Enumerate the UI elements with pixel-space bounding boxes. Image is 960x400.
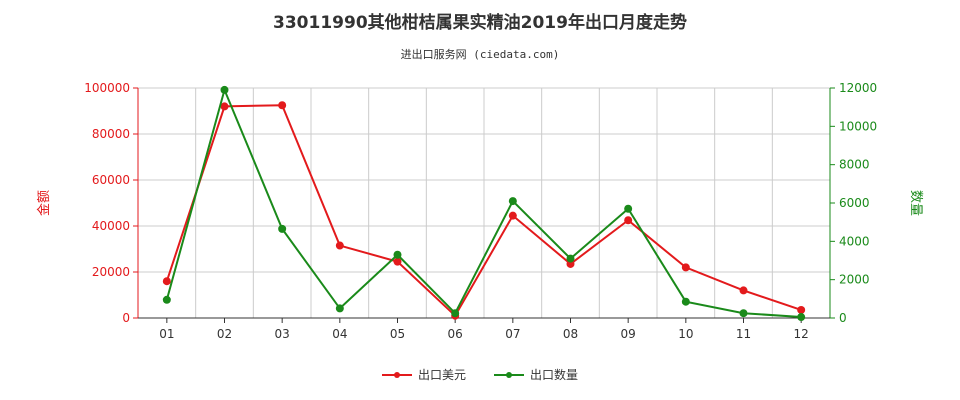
x-tick-label: 10 <box>678 327 693 341</box>
series-line-1 <box>165 86 802 319</box>
x-tick-label: 09 <box>621 327 636 341</box>
y-left-tick-label: 40000 <box>92 219 130 233</box>
axis-layer: 0 20000 40000 60000 80000 100000 0 2000 4000 6000… <box>36 81 923 341</box>
y-left-tick-label: 60000 <box>92 173 130 187</box>
y-right-tick-label: 10000 <box>839 119 877 133</box>
series-layer <box>162 85 806 322</box>
y-left-tick-label: 100000 <box>84 81 130 95</box>
series-point-1 <box>393 250 402 259</box>
x-tick-label: 03 <box>275 327 290 341</box>
y-right-tick-label: 6000 <box>839 196 870 210</box>
series-point-0 <box>393 257 402 266</box>
series-point-0 <box>162 277 171 286</box>
series-point-0 <box>220 102 229 111</box>
y-axis-right-title: 数量 <box>908 190 923 216</box>
x-tick-label: 01 <box>159 327 174 341</box>
x-tick-label: 02 <box>217 327 232 341</box>
series-point-1 <box>624 204 633 213</box>
series-point-1 <box>508 197 517 206</box>
series-point-1 <box>162 295 171 304</box>
series-point-0 <box>278 101 287 110</box>
legend-item-series-0[interactable]: 出口美元 <box>381 366 466 383</box>
x-tick-label: 07 <box>505 327 520 341</box>
y-axis-left-title: 金额 <box>36 190 52 216</box>
series-point-1 <box>335 304 344 313</box>
series-point-0 <box>681 263 690 272</box>
chart-subtitle: 进出口服务网 (ciedata.com) <box>400 48 560 61</box>
y-right-tick-label: 2000 <box>839 273 870 287</box>
series-point-0 <box>739 286 748 295</box>
series-point-0 <box>797 305 806 314</box>
y-right-tick-label: 8000 <box>839 158 870 172</box>
series-point-1 <box>278 224 287 233</box>
legend-item-series-1[interactable]: 出口数量 <box>494 366 578 383</box>
legend: 出口美元 出口数量 <box>0 366 960 383</box>
y-left-tick-label: 80000 <box>92 127 130 141</box>
y-right-tick-label: 12000 <box>839 81 877 95</box>
y-right-tick-label: 4000 <box>839 234 870 248</box>
legend-swatch-series-1 <box>494 371 524 378</box>
x-tick-label: 05 <box>390 327 405 341</box>
x-tick-label: 04 <box>332 327 347 341</box>
series-point-0 <box>624 216 633 225</box>
x-tick-label: 06 <box>448 327 463 341</box>
x-tick-label: 12 <box>794 327 809 341</box>
y-right-tick-label: 0 <box>839 311 847 325</box>
series-point-1 <box>566 254 575 263</box>
series-line-0 <box>165 104 802 318</box>
legend-swatch-series-0 <box>381 371 412 378</box>
series-point-1 <box>739 309 748 318</box>
series-point-0 <box>335 241 344 250</box>
y-left-tick-label: 0 <box>122 311 130 325</box>
series-point-1 <box>451 309 460 318</box>
x-tick-label: 08 <box>563 327 578 341</box>
series-point-1 <box>220 85 229 94</box>
x-tick-label: 11 <box>736 327 751 341</box>
y-left-tick-label: 20000 <box>92 265 130 279</box>
series-point-0 <box>508 211 517 220</box>
series-point-1 <box>797 313 806 322</box>
series-point-1 <box>681 297 690 306</box>
legend-label-series-1: 出口数量 <box>530 368 579 382</box>
chart-title: 33011990其他柑桔属果实精油2019年出口月度走势 <box>273 13 687 33</box>
legend-label-series-0: 出口美元 <box>417 368 466 382</box>
